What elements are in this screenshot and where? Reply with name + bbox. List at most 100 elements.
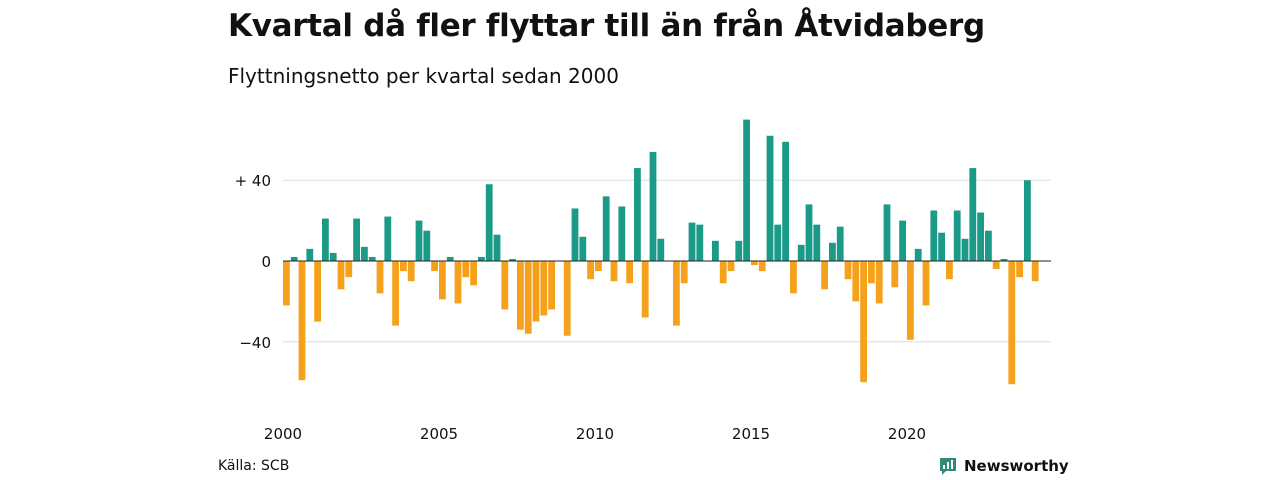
y-tick-label: + 40 [235,172,271,190]
bar [914,248,922,261]
bar-chart-logo-icon [940,458,956,475]
bar [688,222,696,261]
bar [969,168,977,261]
bar [345,261,353,278]
bar [891,261,899,288]
bar [485,184,493,261]
bar [376,261,384,294]
bar [446,256,454,261]
bar [415,220,423,261]
bar [407,261,415,282]
x-tick-label: 2015 [732,425,770,443]
bar [595,261,602,272]
bar [290,256,298,261]
bar [423,230,431,261]
bar [634,168,641,261]
bar [314,261,321,322]
source-note: Källa: SCB [218,458,290,474]
axes: + 40 0 −40 2000 2005 2010 2015 2020 [235,172,1051,443]
bar-chart: + 40 0 −40 2000 2005 2010 2015 2020 [235,119,1051,443]
bar [790,261,797,294]
bar [641,261,649,318]
grid-lines [283,179,1051,343]
bar [517,261,524,330]
bar [805,204,813,261]
bar [384,216,392,261]
bar [431,261,438,272]
bar [462,261,470,278]
bar [322,218,329,261]
bar [298,261,306,381]
bar [751,261,758,266]
bar [930,210,938,261]
bar [329,252,337,261]
x-tick-label: 2000 [264,425,302,443]
bar [470,261,477,286]
x-tick-label: 2005 [420,425,458,443]
bar [907,261,914,340]
bar [532,261,540,322]
bar [353,218,360,261]
bar [946,261,953,280]
bar [610,261,618,282]
bar [524,261,532,334]
bar [938,232,945,261]
bar [571,208,579,261]
bar [1016,261,1023,278]
bar [758,261,766,272]
bar [844,261,852,280]
brand-name: Newsworthy [964,457,1069,475]
bar [875,261,883,304]
bar [883,204,891,261]
bar [696,224,704,261]
bar [821,261,828,290]
bar [829,242,836,261]
bar [501,261,509,310]
bar [361,246,368,261]
bar [579,236,587,261]
bar [626,261,633,284]
bar [283,261,290,306]
bars [283,119,1039,385]
bar [774,224,782,261]
bar [680,261,688,284]
bar [400,261,407,272]
bar [548,261,555,310]
bar [509,258,516,261]
bar [563,261,571,336]
bar [860,261,867,383]
bar [868,261,875,284]
x-tick-label: 2020 [888,425,926,443]
bar [1024,180,1031,261]
bar [992,261,1000,270]
bar [727,261,735,272]
bar [306,248,314,261]
bar [337,261,345,290]
bar [673,261,680,326]
bar [587,261,594,280]
x-tick-label: 2010 [576,425,614,443]
bar [813,224,821,261]
bar [657,238,665,261]
bar [618,206,626,261]
bar [540,261,548,316]
brand-logo: Newsworthy [938,456,1069,476]
bar [836,226,844,261]
bar [797,244,805,261]
bar [1000,258,1008,261]
bar [953,210,961,261]
y-tick-label: −40 [239,334,271,352]
chart-title: Kvartal då fler flyttar till än från Åtv… [228,8,985,44]
bar [712,240,719,261]
bar [649,151,657,261]
bar [368,256,376,261]
bar [977,212,984,261]
y-tick-label: 0 [261,253,271,271]
bar [493,234,501,261]
bar [439,261,446,300]
bar [1008,261,1016,385]
bar [719,261,727,284]
bar [899,220,906,261]
bar [782,141,789,261]
bar [922,261,930,306]
